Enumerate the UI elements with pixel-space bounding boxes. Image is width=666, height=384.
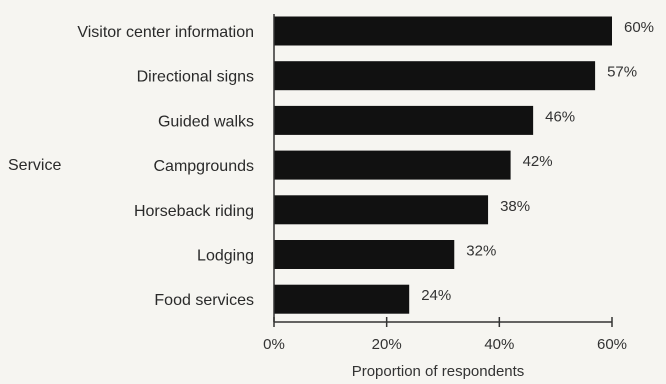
x-tick-label-2: 40% bbox=[484, 336, 514, 353]
bar-0 bbox=[274, 16, 612, 46]
data-label-1: 57% bbox=[607, 64, 637, 81]
bar-1 bbox=[274, 61, 596, 91]
category-label-5: Lodging bbox=[197, 248, 254, 265]
category-label-6: Food services bbox=[154, 292, 254, 309]
category-label-4: Horseback riding bbox=[134, 203, 254, 220]
data-label-5: 32% bbox=[466, 243, 496, 260]
bar-3 bbox=[274, 150, 511, 180]
data-labels-group: 60% 57% 46% 42% 38% 32% 24% bbox=[421, 19, 654, 304]
bar-4 bbox=[274, 195, 489, 225]
category-label-0: Visitor center information bbox=[77, 24, 254, 41]
data-label-2: 46% bbox=[545, 108, 575, 125]
data-label-4: 38% bbox=[500, 198, 530, 215]
bars-group bbox=[274, 16, 612, 314]
y-axis-title: Service bbox=[8, 157, 61, 174]
data-label-3: 42% bbox=[523, 153, 553, 170]
x-ticks-group: 0% 20% 40% 60% bbox=[263, 317, 627, 353]
category-label-1: Directional signs bbox=[137, 69, 254, 86]
category-label-3: Campgrounds bbox=[154, 158, 255, 175]
x-tick-label-0: 0% bbox=[263, 336, 285, 353]
data-label-6: 24% bbox=[421, 287, 451, 304]
bar-6 bbox=[274, 284, 410, 314]
bar-2 bbox=[274, 105, 534, 135]
x-axis-title: Proportion of respondents bbox=[352, 363, 525, 380]
bar-5 bbox=[274, 240, 455, 269]
x-tick-label-1: 20% bbox=[372, 336, 402, 353]
category-label-2: Guided walks bbox=[158, 113, 254, 130]
x-tick-label-3: 60% bbox=[597, 336, 627, 353]
data-label-0: 60% bbox=[624, 19, 654, 36]
category-labels-group: Visitor center information Directional si… bbox=[77, 24, 254, 309]
